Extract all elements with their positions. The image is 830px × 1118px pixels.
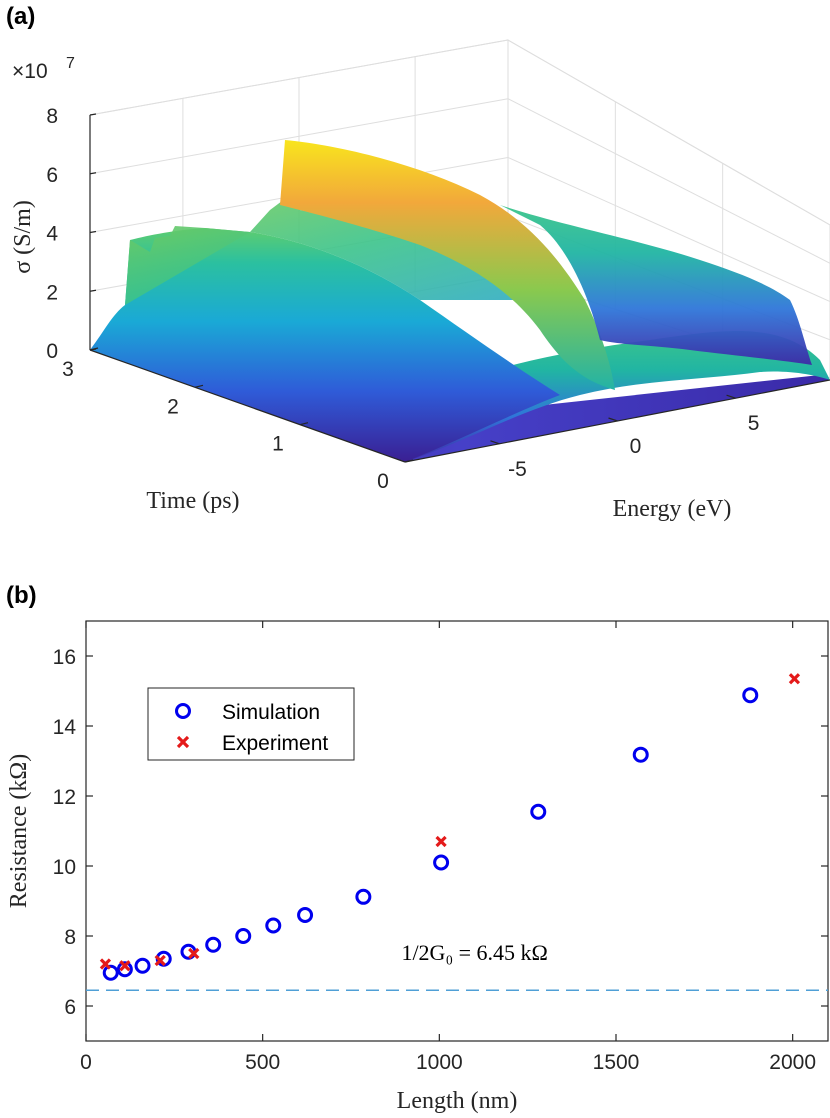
z-exponent-base: ×10 <box>12 60 48 83</box>
legend-experiment-marker <box>176 735 190 749</box>
legend-simulation-label: Simulation <box>222 701 320 724</box>
simulation-point <box>265 917 282 934</box>
simulation-point <box>530 803 547 820</box>
z-tick-label: 0 <box>46 340 58 363</box>
simulation-point <box>205 936 222 953</box>
experiment-point <box>435 835 447 848</box>
legend-box <box>147 687 355 761</box>
z-gridline-right <box>507 39 830 226</box>
y-tick-label: 6 <box>64 996 76 1019</box>
x-tick-label: 500 <box>245 1051 280 1074</box>
y-tick-label: 14 <box>53 716 77 739</box>
simulation-point <box>632 746 649 763</box>
simulation-point <box>134 957 151 974</box>
z-tick-mark <box>89 289 97 292</box>
z-tick-mark <box>89 113 97 116</box>
z-tick-label: 2 <box>46 281 58 304</box>
surface-ridge <box>280 140 615 390</box>
z-gridline-right <box>507 157 830 302</box>
experiment-point <box>188 947 200 960</box>
time-tick-label: 0 <box>377 470 389 493</box>
z-gridline-right <box>507 98 830 264</box>
time-tick-label: 3 <box>62 358 74 381</box>
z-tick-mark <box>89 230 97 234</box>
energy-tick-mark <box>490 440 500 445</box>
x-tick-label: 2000 <box>769 1051 816 1074</box>
energy-axis-label: Energy (eV) <box>613 496 732 522</box>
time-tick-label: 1 <box>272 433 284 456</box>
surface-ticks: 0 2 4 6 8 0 1 2 3 -5 0 5 <box>46 105 759 493</box>
time-tick-label: 2 <box>167 395 179 418</box>
reference-line-label: 1/2G₀ = 6.45 kΩ <box>401 940 547 965</box>
time-axis-line <box>89 349 406 463</box>
y-axis-label: Resistance (kΩ) <box>6 754 32 908</box>
surface-right-slab <box>405 331 830 462</box>
x-tick-label: 0 <box>80 1051 92 1074</box>
time-tick-mark <box>194 384 204 388</box>
z-exponent-power: 7 <box>66 55 75 72</box>
legend-simulation-marker <box>175 703 191 719</box>
simulation-point <box>433 854 450 871</box>
experiment-point <box>788 673 801 685</box>
sigma-surface <box>90 140 830 462</box>
energy-tick-mark <box>726 394 736 399</box>
energy-tick-label: 0 <box>630 435 642 458</box>
y-tick-label: 12 <box>53 786 76 809</box>
resistance-chart: (b) 1/2G₀ = 6.45 kΩ 0 500 1000 1500 2000 6 8 10… <box>6 582 829 1114</box>
z-tick-mark <box>89 172 97 175</box>
energy-tick-mark <box>608 417 618 422</box>
z-axis-label: σ (S/m) <box>10 200 36 274</box>
experiment-point <box>154 954 166 967</box>
experiment-point <box>119 960 131 972</box>
simulation-point <box>116 961 133 978</box>
energy-tick-label: -5 <box>508 458 527 481</box>
energy-tick-label: 5 <box>748 412 760 435</box>
y-tick-label: 10 <box>53 856 76 879</box>
simulation-point <box>355 888 372 905</box>
z-tick-label: 4 <box>46 223 58 246</box>
simulation-point <box>102 964 119 981</box>
simulation-point <box>742 687 759 704</box>
simulation-series <box>102 687 759 981</box>
surface-front-slab <box>90 228 560 462</box>
x-tick-label: 1000 <box>416 1051 463 1074</box>
surface-right-plateau <box>500 205 812 365</box>
panel-label-b: (b) <box>6 582 37 609</box>
time-axis-label: Time (ps) <box>146 488 239 514</box>
x-axis-label: Length (nm) <box>397 1088 518 1114</box>
y-tick-label: 16 <box>53 646 76 669</box>
plot-area <box>85 620 829 1042</box>
x-tick-label: 1500 <box>593 1051 640 1074</box>
surface-plateau <box>125 195 560 305</box>
legend-experiment-label: Experiment <box>222 732 328 755</box>
experiment-series <box>99 673 801 972</box>
legend: Simulation Experiment <box>147 687 355 761</box>
time-tick-mark <box>89 347 99 351</box>
experiment-point <box>99 958 112 970</box>
time-tick-mark <box>299 422 309 426</box>
z-exponent-label: ×10 7 <box>12 55 75 83</box>
simulation-point <box>235 928 252 944</box>
y-tick-label: 8 <box>64 926 76 949</box>
z-tick-label: 6 <box>46 164 58 187</box>
time-tick-mark <box>404 459 414 463</box>
axis-ticks: 0 500 1000 1500 2000 6 8 10 12 14 16 <box>53 621 828 1074</box>
simulation-point <box>297 907 314 923</box>
panel-label-a: (a) <box>6 3 35 30</box>
z-tick-label: 8 <box>46 105 58 128</box>
